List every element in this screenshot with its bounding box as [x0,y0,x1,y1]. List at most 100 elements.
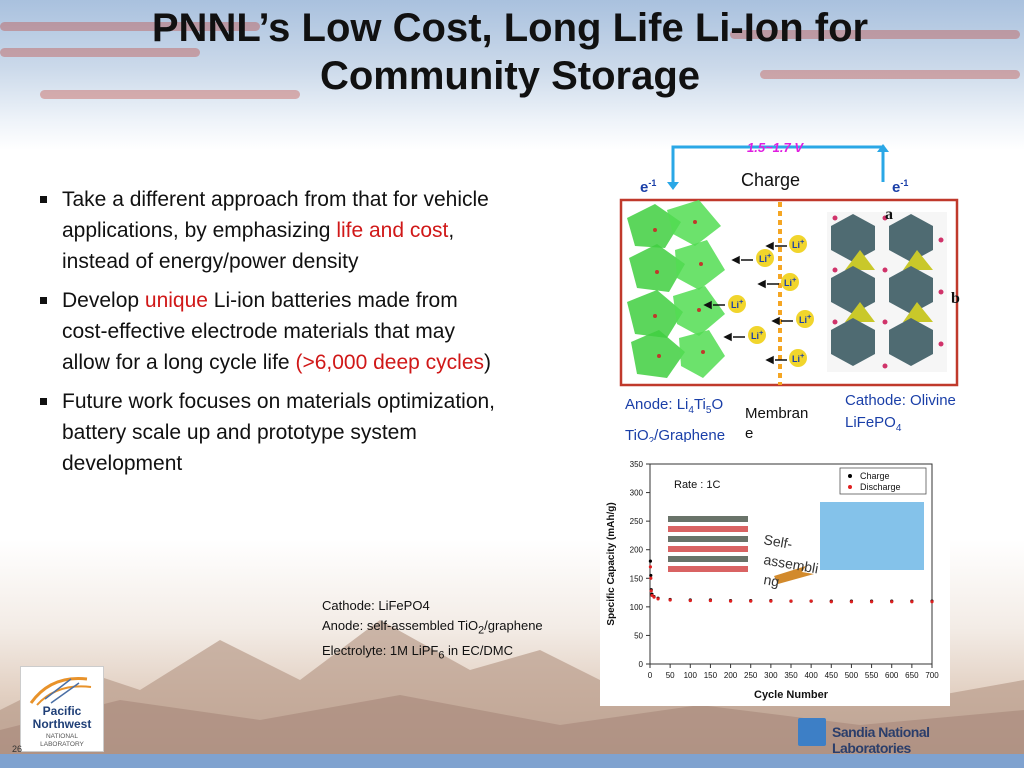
spec-anode: Anode: self-assembled TiO2/graphene [322,616,543,641]
bullet-text: Take a different approach from that for … [62,188,489,242]
data-point-discharge [688,598,692,603]
inset-layer [668,536,748,542]
x-tick-label: 650 [905,671,919,680]
x-tick-label: 150 [704,671,718,680]
data-point-discharge [649,589,653,593]
y-tick-label: 100 [630,603,644,612]
li-ion-sup: + [800,237,805,246]
capacity-chart: 0 50 100 150 200 250 300 350 400 450 500 550 600 650 7… [600,456,950,706]
electron-right-sup: -1 [900,178,909,188]
pnnl-sub: NATIONAL LABORATORY [21,733,103,749]
pnnl-name: Pacific Northwest [21,705,103,731]
li-ion-sup: + [739,297,744,306]
bullet-text: Develop [62,289,145,312]
cathode-label-line1: Cathode: Olivine [845,392,956,409]
pnnl-mark-icon [29,677,92,706]
bullet-highlight: (>6,000 deep cycles [295,351,484,374]
inset-layer [668,526,748,532]
anode-text: Ti [693,396,706,413]
anode-text: /Graphene [654,427,726,442]
anode-sub: 2 [648,436,655,442]
x-tick-label: 500 [845,671,859,680]
slide-title: PNNL’s Low Cost, Long Life Li-Ion for Co… [60,4,960,100]
anode-text: Anode: Li [625,396,689,413]
data-point-discharge [930,600,934,604]
li-ion-text: Li [784,278,792,288]
x-tick-label: 200 [724,671,738,680]
data-point-discharge [656,597,660,601]
li-ion-label: Li+ [731,297,743,310]
cathode-label-line2: LiFePO4 [845,412,989,440]
spec-electrolyte: Electrolyte: 1M LiPF6 in EC/DMC [322,641,543,666]
x-tick-label: 250 [744,671,758,680]
bullet-item: Take a different approach from that for … [36,184,506,277]
battery-diagram: 1.5~1.7 V Charge e-1 e-1 a b Li+ Li+ Li+… [595,130,995,455]
li-ion-text: Li [799,315,807,325]
pnnl-logo: Pacific Northwest NATIONAL LABORATORY [20,666,104,752]
flag-stripe [0,22,260,31]
title-line-1: PNNL’s Low Cost, Long Life Li-Ion for [151,6,869,50]
x-axis-label: Cycle Number [754,689,829,701]
data-point-charge [649,573,653,578]
data-point-discharge [652,595,656,599]
data-point-discharge [869,600,874,604]
bullet-item: Future work focuses on materials optimiz… [36,386,506,479]
data-point-discharge [809,599,813,603]
anode-text: O [711,396,724,413]
data-point-discharge [849,600,854,604]
axis-a-label: a [885,206,893,223]
li-ion-sup: + [800,351,805,360]
data-point-discharge [649,576,653,580]
inset-text-3: ng [762,571,780,589]
axis-b-label: b [951,290,960,307]
data-point-discharge [769,599,773,603]
bullet-text: Future work focuses on materials optimiz… [62,390,496,475]
membrane-label-line2: e [745,425,754,442]
data-point-discharge [728,599,733,603]
anode-sub: 5 [705,405,712,416]
circuit-wire [671,145,885,182]
battery-diagram-graphic [619,144,959,387]
anode-crystal [627,200,725,378]
flag-stripe [0,48,200,57]
li-ion-label: Li+ [784,275,796,288]
data-point-discharge [789,599,793,603]
flag-stripe [40,90,300,99]
legend-marker [848,474,852,478]
y-tick-label: 300 [630,489,644,498]
flag-stripe [730,30,1020,39]
inset-layer [668,516,748,522]
data-point-discharge [829,600,833,604]
x-tick-label: 50 [666,671,675,680]
pnnl-line2: Northwest [32,717,92,731]
arrow-up-icon [877,144,889,152]
spec-electrolyte-text: Electrolyte: 1M LiPF [322,642,439,658]
anode-label: Anode: Li4Ti5O TiO2/Graphene [625,392,743,442]
inset-text-1: Self- [762,531,793,552]
li-ion-text: Li [792,354,800,364]
anode-label-line2: TiO2/Graphene [625,423,743,442]
legend-label: Charge [860,471,890,481]
cathode-sub: 4 [895,423,902,434]
bullet-item: Develop unique Li-ion batteries made fro… [36,285,506,378]
bullet-marker-icon [40,398,47,405]
electron-right-label: e-1 [892,178,908,196]
data-point-discharge [749,599,753,603]
pnnl-line3: NATIONAL [45,733,79,740]
spec-anode-text: /graphene [484,618,543,633]
x-tick-label: 600 [885,671,899,680]
data-point-discharge [890,600,894,604]
spec-anode-sub: 2 [478,624,485,637]
electron-left-text: e [640,179,649,196]
inset-assembled-block [820,502,924,570]
li-ion-sup: + [807,312,812,321]
arrow-down-icon [667,182,679,190]
li-ions [703,235,814,367]
title-line-2: Community Storage [319,54,701,98]
sandia-name: Sandia National Laboratories [832,724,930,756]
x-tick-label: 300 [764,671,778,680]
voltage-label: 1.5~1.7 V [747,140,804,155]
pnnl-line4: LABORATORY [40,741,84,748]
li-ion-text: Li [751,331,759,341]
